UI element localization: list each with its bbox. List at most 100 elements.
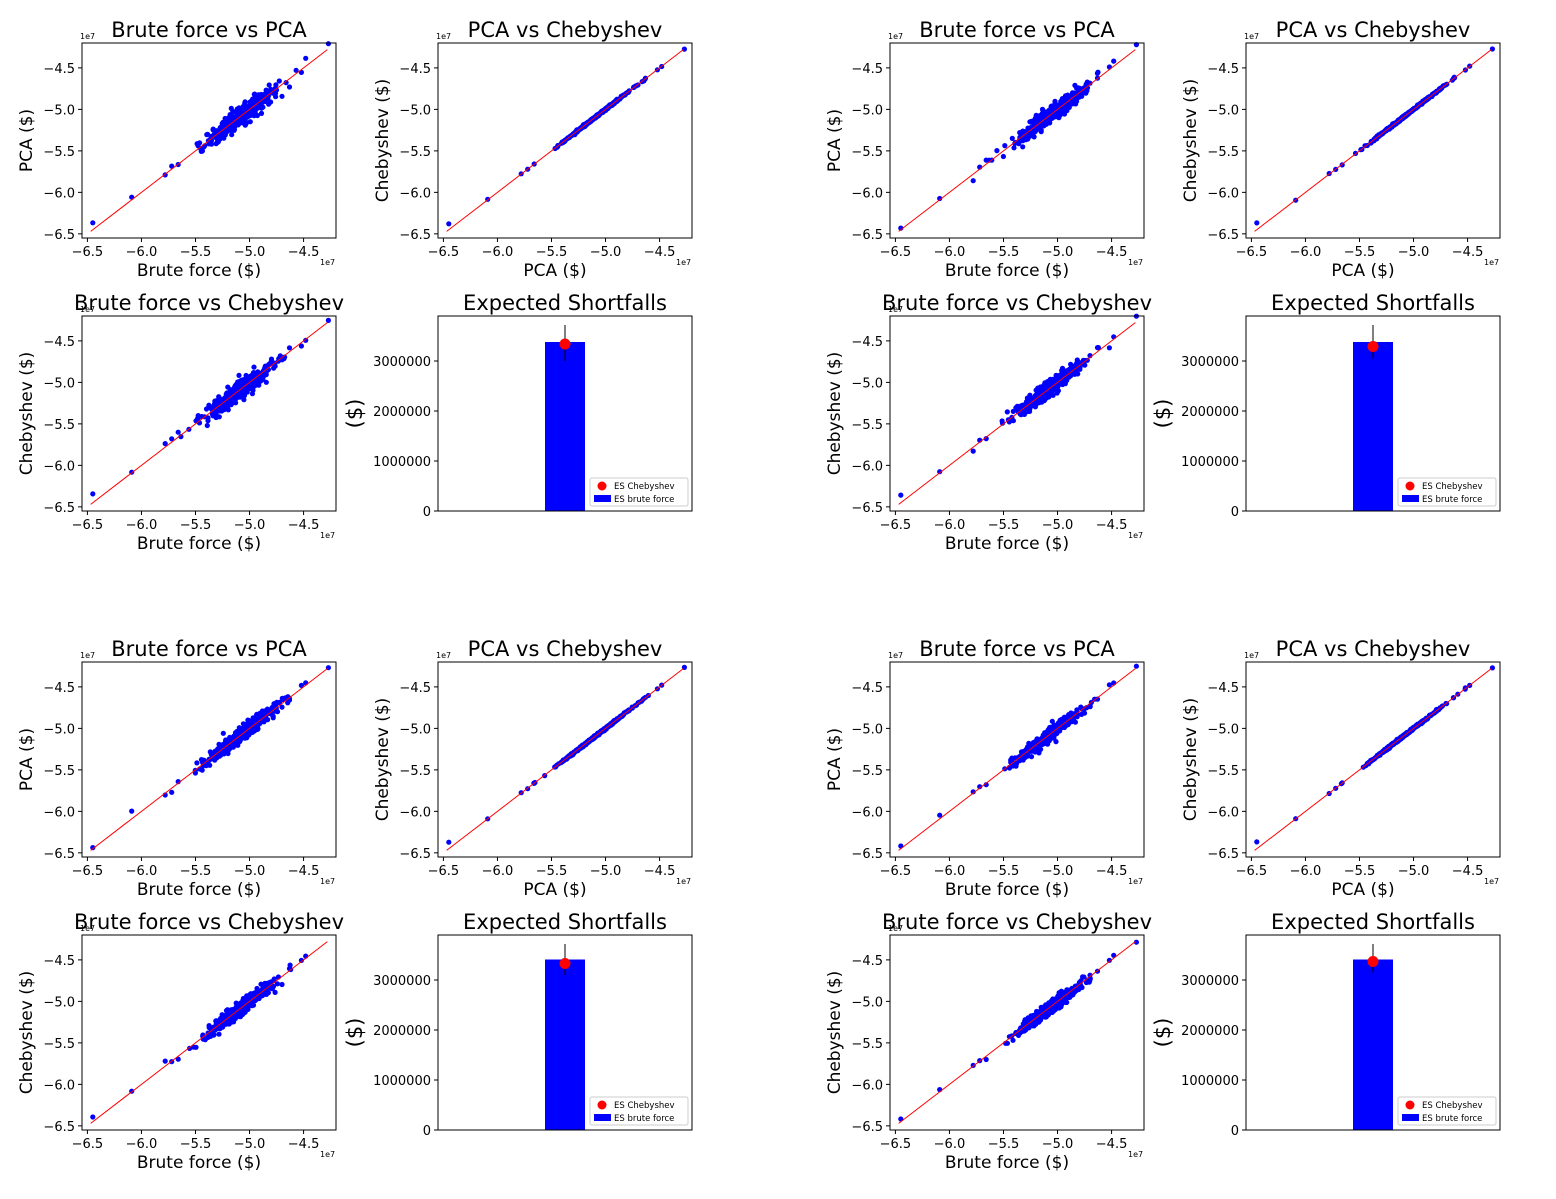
x-tick-label: −5.5 [988,1137,1020,1152]
scatter-point [237,1007,243,1013]
y-tick-label: −6.5 [43,501,75,516]
scatter-point [1020,144,1026,150]
scatter-point [169,789,175,795]
scatter-point [446,839,452,845]
scatter-point [222,130,228,137]
x-tick-label: −6.5 [880,864,912,879]
y-offset-text: 1e7 [80,305,95,314]
y-tick-label: −6.5 [851,847,883,862]
scatter-point [216,394,222,400]
x-offset-text: 1e7 [320,531,335,540]
y-axis-label: Chebyshev ($) [1181,79,1201,203]
subplot-title: Expected Shortfalls [463,291,667,315]
scatter-point [1133,939,1139,945]
scatter-point [244,993,250,999]
scatter-point [293,67,299,73]
x-offset-text: 1e7 [676,877,691,886]
y-tick-label: 1000000 [1181,455,1239,470]
x-axis-label: PCA ($) [523,880,586,900]
scatter-point [983,157,989,163]
y-offset-text: 1e7 [80,32,95,41]
scatter-point [214,408,220,415]
x-tick-label: −5.0 [234,245,266,260]
legend-marker-chebyshev [597,481,607,491]
y-tick-label: −5.0 [851,376,883,391]
x-tick-label: −5.5 [180,864,212,879]
identity-line [90,941,328,1124]
scatter-point [258,993,264,999]
y-tick-label: 0 [423,1124,431,1139]
y-tick-label: 3000000 [1181,355,1239,370]
scatter-point [216,1031,222,1037]
scatter-point [1133,663,1139,669]
scatter-point [325,317,331,323]
y-tick-label: −6.5 [1207,228,1239,243]
scatter-point [999,418,1005,424]
scatter-point [898,492,904,498]
scatter-point [243,372,249,379]
scatter-subplot: Brute force vs PCA−6.5 −6.0 −5.5 −5.0 −4.5−6… [825,637,1145,900]
scatter-point [273,94,279,100]
y-tick-label: −5.5 [399,764,431,779]
subplot-title: Expected Shortfalls [1271,291,1475,315]
identity-line [1254,49,1492,232]
scatter-point [1069,370,1075,376]
subplot-title: Expected Shortfalls [1271,910,1475,934]
y-offset-text: 1e7 [888,651,903,660]
x-tick-label: −4.5 [644,245,676,260]
subplot-title: Brute force vs Chebyshev [882,910,1152,934]
scatter-point [1027,119,1033,125]
subplot-title: Brute force vs Chebyshev [74,910,344,934]
scatter-point [983,782,989,788]
scatter-point [283,80,289,86]
es-brute-force-bar [545,342,585,511]
scatter-point [169,163,175,169]
y-tick-label: −5.5 [851,145,883,160]
scatter-point [1010,1037,1016,1043]
y-tick-label: −4.5 [43,954,75,969]
x-axis-label: Brute force ($) [945,1153,1069,1173]
scatter-point [229,132,235,138]
scatter-point [1064,988,1070,994]
es-chebyshev-marker [1367,956,1379,967]
scatter-point [1082,362,1088,368]
scatter-point [325,41,331,47]
x-tick-label: −6.5 [880,1137,912,1152]
scatter-point [1012,140,1018,146]
scatter-point [1079,984,1085,991]
y-tick-label: −5.5 [851,418,883,433]
y-tick-label: −4.5 [1207,681,1239,696]
y-tick-label: −6.0 [1207,805,1239,820]
scatter-point [1030,403,1036,409]
scatter-point [248,373,254,379]
x-offset-text: 1e7 [1484,877,1499,886]
identity-line [90,322,328,505]
scatter-point [1019,408,1025,414]
scatter-point [1084,88,1090,94]
y-tick-label: 2000000 [1181,1024,1239,1039]
scatter-point [254,112,260,119]
y-axis-label: PCA ($) [17,109,37,172]
scatter-subplot: Brute force vs Chebyshev−6.5 −6.0 −5.5 −5.0… [17,291,344,554]
scatter-point [1032,128,1038,135]
axes-frame [1245,661,1501,858]
y-tick-label: −6.5 [851,501,883,516]
scatter-point [1046,393,1052,399]
scatter-point [1087,972,1093,978]
scatter-point [205,131,211,137]
legend-box [589,477,689,507]
x-tick-label: −5.5 [536,245,568,260]
legend-box [1397,1096,1497,1126]
scatter-point [1074,709,1080,715]
scatter-point [232,383,238,389]
scatter-point [175,1056,181,1062]
scatter-point [983,436,989,442]
y-tick-label: 3000000 [373,974,431,989]
scatter-point [1106,957,1112,963]
scatter-point [238,118,244,124]
axes-frame [437,934,693,1131]
scatter-point [1041,740,1047,747]
scatter-point [977,784,983,790]
y-offset-text: 1e7 [888,305,903,314]
